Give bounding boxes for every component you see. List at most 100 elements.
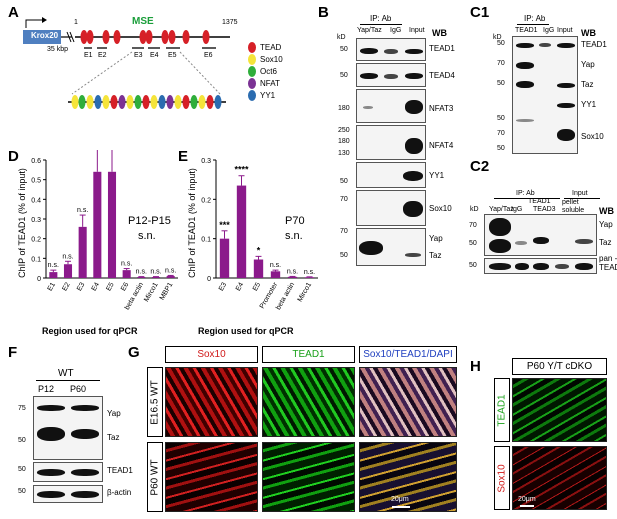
f-label-taz: Taz bbox=[107, 433, 120, 442]
b-col-yaptaz: Yap/Taz bbox=[357, 27, 382, 34]
bar bbox=[93, 171, 102, 278]
g-header-tead1: TEAD1 bbox=[262, 346, 355, 363]
c2-wb: WB bbox=[599, 206, 614, 216]
e-xlabel: Region used for qPCR bbox=[198, 326, 294, 336]
panel-label-a: A bbox=[8, 4, 19, 21]
nfat-dot-icon bbox=[248, 78, 256, 90]
element-e3: E3 bbox=[134, 52, 143, 59]
h-header: P60 Y/T cDKO bbox=[512, 358, 607, 375]
x-tick-label: E6 bbox=[120, 281, 130, 292]
blot-c2-yaptaz bbox=[484, 214, 597, 256]
tead-sites bbox=[80, 30, 210, 44]
tss-arrow bbox=[25, 19, 42, 28]
blot-b-yy1 bbox=[356, 162, 426, 188]
f-mw: 50 bbox=[18, 488, 26, 495]
h-scale-bar bbox=[520, 505, 534, 507]
f-genotype: WT bbox=[58, 368, 74, 379]
panel-label-c1: C1 bbox=[470, 4, 490, 21]
significance-label: n.s. bbox=[270, 262, 281, 269]
x-tick-label: E3 bbox=[76, 281, 86, 292]
y-tick-label: 0.3 bbox=[31, 217, 41, 224]
c1-label-taz: Taz bbox=[581, 80, 594, 89]
bar bbox=[122, 270, 131, 278]
bar bbox=[137, 277, 146, 278]
c1-col-input: Input bbox=[557, 27, 573, 34]
c1-mw: 50 bbox=[497, 115, 505, 122]
b-col-igg: IgG bbox=[390, 27, 402, 34]
c1-mw: 70 bbox=[497, 60, 505, 67]
significance-label: n.s. bbox=[121, 261, 132, 268]
f-mw: 50 bbox=[18, 466, 26, 473]
y-tick-label: 0.1 bbox=[31, 256, 41, 263]
blot-c2-pantead bbox=[484, 258, 597, 274]
y-tick-label: 0 bbox=[37, 276, 41, 283]
c2-tead1: TEAD1 bbox=[528, 198, 551, 205]
y-tick-label: 0.5 bbox=[31, 178, 41, 185]
x-tick-label: E1 bbox=[47, 281, 57, 292]
significance-label: n.s. bbox=[304, 269, 315, 276]
significance-label: n.s. bbox=[77, 207, 88, 214]
blot-b-nfat3 bbox=[356, 89, 426, 123]
micrograph-e16-merge bbox=[359, 367, 457, 437]
mse-locus-diagram bbox=[23, 17, 230, 109]
b-mw: 50 bbox=[340, 72, 348, 79]
g-scale-bar bbox=[392, 506, 410, 508]
c1-col-tead1: TEAD1 bbox=[515, 27, 538, 34]
mse-label: MSE bbox=[132, 16, 154, 27]
pos-start: 1 bbox=[74, 19, 78, 26]
bar bbox=[78, 226, 87, 278]
chart-d: 00.10.20.30.40.50.6n.s.E1n.s.E2n.s.E3***… bbox=[31, 150, 178, 311]
blot-b-nfat4 bbox=[356, 125, 426, 160]
d-ylabel: ChIP of TEAD1 (% of input) bbox=[17, 168, 27, 278]
zoomed-tf-sites bbox=[71, 95, 222, 109]
y-tick-label: 0.2 bbox=[201, 197, 211, 204]
significance-label: n.s. bbox=[136, 269, 147, 276]
x-tick-label: E3 bbox=[218, 281, 228, 292]
c1-mw: 50 bbox=[497, 40, 505, 47]
c1-wb: WB bbox=[581, 28, 596, 38]
sox10-dot-icon bbox=[248, 54, 256, 66]
bar bbox=[287, 276, 298, 278]
krox20-box bbox=[23, 30, 61, 44]
y-tick-label: 0.1 bbox=[201, 237, 211, 244]
bar bbox=[236, 185, 247, 278]
significance-label: n.s. bbox=[165, 267, 176, 274]
b-mw: 250 bbox=[338, 127, 350, 134]
chart-e: 00.10.20.3***E3****E4*E5n.s.Promotern.s.… bbox=[201, 158, 318, 311]
distance-label: 35 kbp bbox=[47, 46, 69, 53]
c1-mw: 50 bbox=[497, 145, 505, 152]
micrograph-e16-sox10 bbox=[165, 367, 258, 437]
micrograph-e16-tead1 bbox=[262, 367, 355, 437]
x-tick-label: Mirco1 bbox=[143, 281, 160, 303]
h-scale-label: 20μm bbox=[518, 496, 536, 503]
panel-a-gene-diagram: Krox20 MSE 1 1375 35 kbp E1 E2 E3 E4 E5 … bbox=[20, 6, 315, 146]
significance-label: n.s. bbox=[48, 262, 59, 269]
bar bbox=[270, 271, 281, 278]
significance-label: n.s. bbox=[150, 269, 161, 276]
element-e4: E4 bbox=[150, 52, 159, 59]
y-tick-label: 0.6 bbox=[31, 158, 41, 165]
bar bbox=[304, 277, 315, 278]
b-mw: 50 bbox=[340, 46, 348, 53]
panel-label-d: D bbox=[8, 148, 19, 165]
tf-legend: TEAD Sox10 Oct6 NFAT YY1 bbox=[248, 42, 283, 102]
c1-label-tead1: TEAD1 bbox=[581, 40, 607, 49]
b-label-nfat4: NFAT4 bbox=[429, 141, 454, 150]
b-label-sox10: Sox10 bbox=[429, 204, 452, 213]
c2-ip-header: IP: Ab bbox=[516, 190, 535, 197]
tead-dot-icon bbox=[248, 42, 256, 54]
bar bbox=[166, 276, 175, 278]
f-label-tead1: TEAD1 bbox=[107, 466, 133, 475]
b-label-tead1: TEAD1 bbox=[429, 44, 455, 53]
g-header-merge: Sox10/TEAD1/DAPI bbox=[359, 346, 457, 363]
g-header-sox10: Sox10 bbox=[165, 346, 258, 363]
bar bbox=[253, 259, 264, 278]
micrograph-p60-merge bbox=[359, 442, 457, 512]
element-e2: E2 bbox=[98, 52, 107, 59]
e-condition: P70 bbox=[285, 215, 305, 227]
b-mw: 70 bbox=[340, 228, 348, 235]
c1-mw: 50 bbox=[497, 80, 505, 87]
legend-item: YY1 bbox=[248, 90, 283, 102]
f-mw: 50 bbox=[18, 437, 26, 444]
c2-col-soluble: soluble bbox=[562, 207, 585, 214]
